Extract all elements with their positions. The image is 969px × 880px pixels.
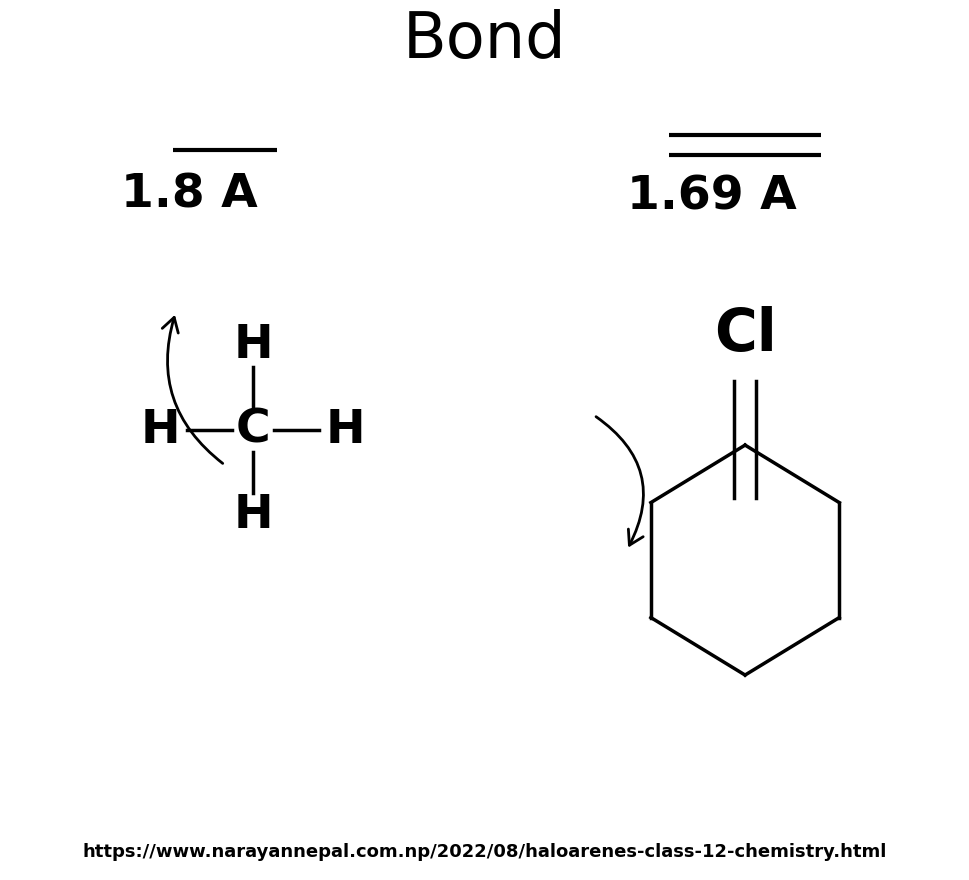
Text: H: H bbox=[326, 407, 365, 452]
Text: 1.8 A: 1.8 A bbox=[121, 172, 258, 217]
Text: H: H bbox=[234, 323, 273, 368]
Text: https://www.narayannepal.com.np/2022/08/haloarenes-class-12-chemistry.html: https://www.narayannepal.com.np/2022/08/… bbox=[82, 843, 887, 861]
Text: H: H bbox=[234, 493, 273, 538]
FancyArrowPatch shape bbox=[595, 417, 642, 546]
Text: Bond: Bond bbox=[403, 9, 566, 71]
Text: C: C bbox=[235, 407, 270, 452]
Text: H: H bbox=[141, 407, 180, 452]
Text: 1.69 A: 1.69 A bbox=[626, 174, 796, 220]
Text: Cl: Cl bbox=[713, 306, 775, 363]
FancyArrowPatch shape bbox=[162, 318, 223, 464]
